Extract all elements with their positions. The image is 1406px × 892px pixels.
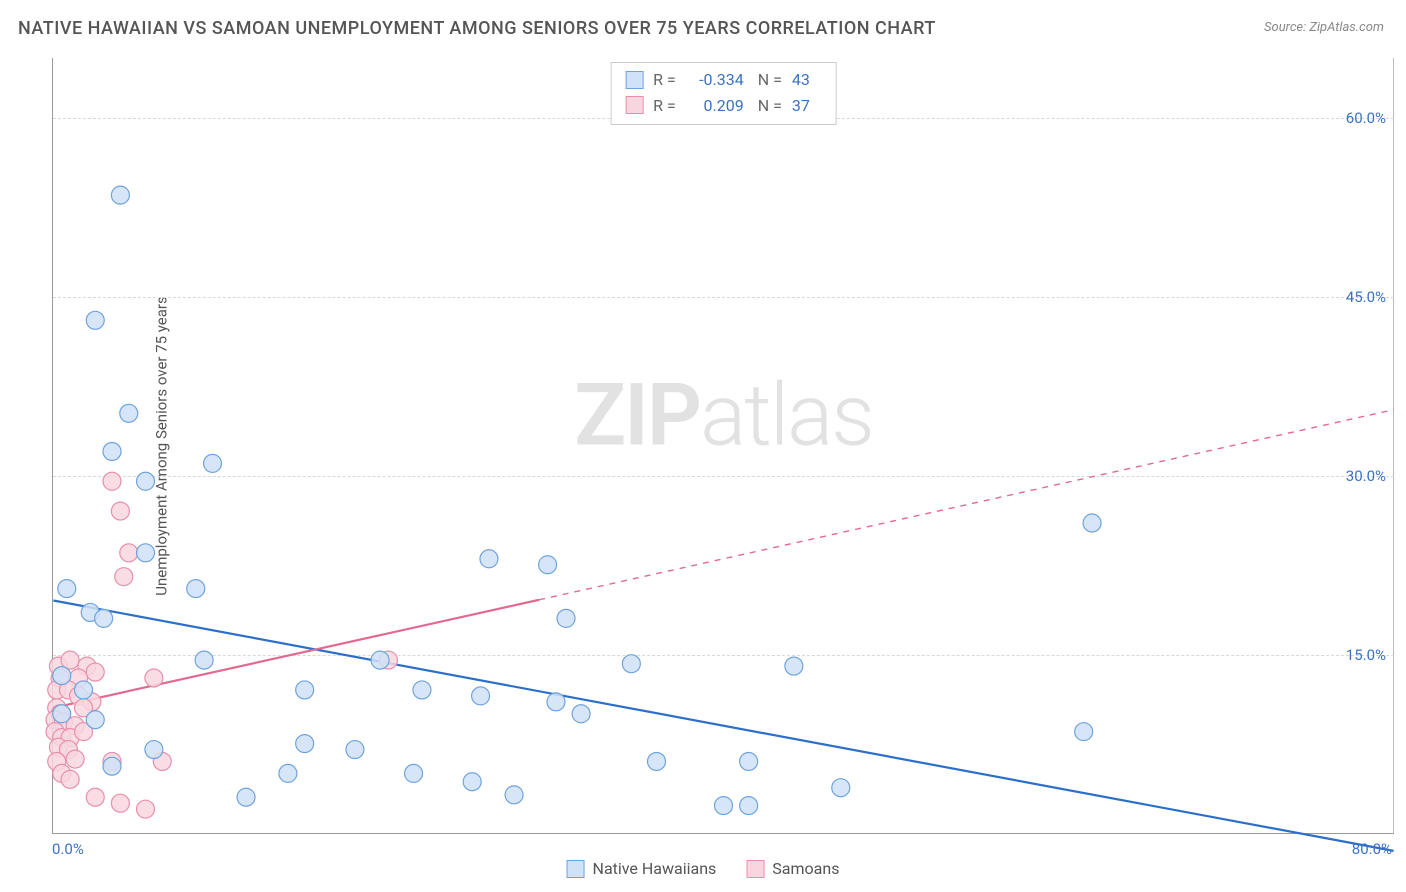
x-tick-min: 0.0%	[52, 840, 84, 858]
data-point	[137, 800, 155, 818]
data-point	[103, 757, 121, 775]
n-label: N =	[754, 93, 782, 119]
data-point	[405, 764, 423, 782]
data-point	[145, 669, 163, 687]
data-point	[115, 568, 133, 586]
data-point	[740, 752, 758, 770]
r-value-samoan: 0.209	[686, 93, 744, 119]
n-value-hawaiian: 43	[792, 67, 822, 93]
stats-row-hawaiian: R = -0.334 N = 43	[625, 67, 822, 93]
data-point	[86, 663, 104, 681]
data-point	[371, 651, 389, 669]
data-point	[61, 770, 79, 788]
swatch-samoan-icon	[746, 860, 764, 878]
data-point	[58, 580, 76, 598]
data-point	[296, 735, 314, 753]
data-point	[86, 311, 104, 329]
data-point	[785, 657, 803, 675]
data-point	[120, 544, 138, 562]
data-point	[832, 779, 850, 797]
scatter-svg	[53, 58, 1394, 833]
data-point	[296, 681, 314, 699]
data-point	[204, 454, 222, 472]
y-tick-label: 45.0%	[1346, 288, 1386, 306]
plot-area: ZIPatlas R = -0.334 N = 43 R = 0.209 N =…	[52, 58, 1394, 834]
data-point	[472, 687, 490, 705]
n-value-samoan: 37	[792, 93, 822, 119]
data-point	[53, 705, 71, 723]
data-point	[715, 797, 733, 815]
stats-row-samoan: R = 0.209 N = 37	[625, 93, 822, 119]
data-point	[539, 556, 557, 574]
data-point	[547, 693, 565, 711]
data-point	[557, 609, 575, 627]
data-point	[480, 550, 498, 568]
r-value-hawaiian: -0.334	[686, 67, 744, 93]
legend-label-samoan: Samoans	[772, 859, 839, 878]
data-point	[111, 502, 129, 520]
data-point	[622, 655, 640, 673]
data-point	[1075, 723, 1093, 741]
data-point	[111, 794, 129, 812]
y-tick-label: 60.0%	[1346, 109, 1386, 127]
data-point	[103, 472, 121, 490]
stats-legend-box: R = -0.334 N = 43 R = 0.209 N = 37	[610, 62, 837, 125]
legend-item-hawaiian: Native Hawaiians	[567, 859, 717, 878]
bottom-legend: Native Hawaiians Samoans	[567, 859, 840, 878]
data-point	[137, 472, 155, 490]
data-point	[145, 741, 163, 759]
data-point	[86, 711, 104, 729]
data-point	[137, 544, 155, 562]
data-point	[120, 404, 138, 422]
legend-item-samoan: Samoans	[746, 859, 839, 878]
data-point	[237, 788, 255, 806]
data-point	[86, 788, 104, 806]
data-point	[572, 705, 590, 723]
data-point	[95, 609, 113, 627]
data-point	[463, 773, 481, 791]
source-attribution: Source: ZipAtlas.com	[1264, 20, 1384, 35]
swatch-samoan	[625, 96, 643, 114]
r-label: R =	[653, 67, 676, 93]
data-point	[346, 741, 364, 759]
legend-label-hawaiian: Native Hawaiians	[593, 859, 717, 878]
data-point	[279, 764, 297, 782]
x-tick-max: 80.0%	[1352, 840, 1392, 858]
swatch-hawaiian-icon	[567, 860, 585, 878]
data-point	[740, 797, 758, 815]
data-point	[1083, 514, 1101, 532]
chart-title: NATIVE HAWAIIAN VS SAMOAN UNEMPLOYMENT A…	[18, 18, 936, 39]
swatch-hawaiian	[625, 71, 643, 89]
data-point	[75, 681, 93, 699]
data-point	[111, 186, 129, 204]
data-point	[187, 580, 205, 598]
data-point	[413, 681, 431, 699]
data-point	[647, 752, 665, 770]
data-point	[103, 442, 121, 460]
y-tick-label: 30.0%	[1346, 467, 1386, 485]
data-point	[53, 667, 71, 685]
data-point	[66, 750, 84, 768]
data-point	[195, 651, 213, 669]
data-point	[505, 786, 523, 804]
n-label: N =	[754, 67, 782, 93]
r-label: R =	[653, 93, 676, 119]
y-tick-label: 15.0%	[1346, 646, 1386, 664]
